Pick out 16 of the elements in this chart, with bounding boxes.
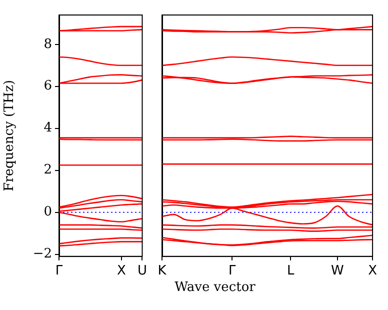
x-tick-label: U xyxy=(137,264,147,279)
y-axis-title: Frequency (THz) xyxy=(2,80,18,192)
x-tick-label: Γ xyxy=(228,264,237,279)
y-tick-label: 6 xyxy=(44,78,52,94)
y-tick-label: 8 xyxy=(44,36,52,52)
x-tick-label: L xyxy=(287,264,296,279)
x-tick-label: K xyxy=(158,264,167,279)
x-tick-label: Γ xyxy=(55,264,64,279)
y-tick-label: 2 xyxy=(44,162,52,178)
y-tick-label: 4 xyxy=(44,120,52,136)
x-axis-title: Wave vector xyxy=(174,280,256,295)
x-tick-label: X xyxy=(116,264,126,279)
x-tick-label: W xyxy=(331,264,344,279)
y-tick-label: −2 xyxy=(32,246,52,262)
x-tick-label: X xyxy=(368,264,378,279)
y-tick-label: 0 xyxy=(44,204,52,220)
